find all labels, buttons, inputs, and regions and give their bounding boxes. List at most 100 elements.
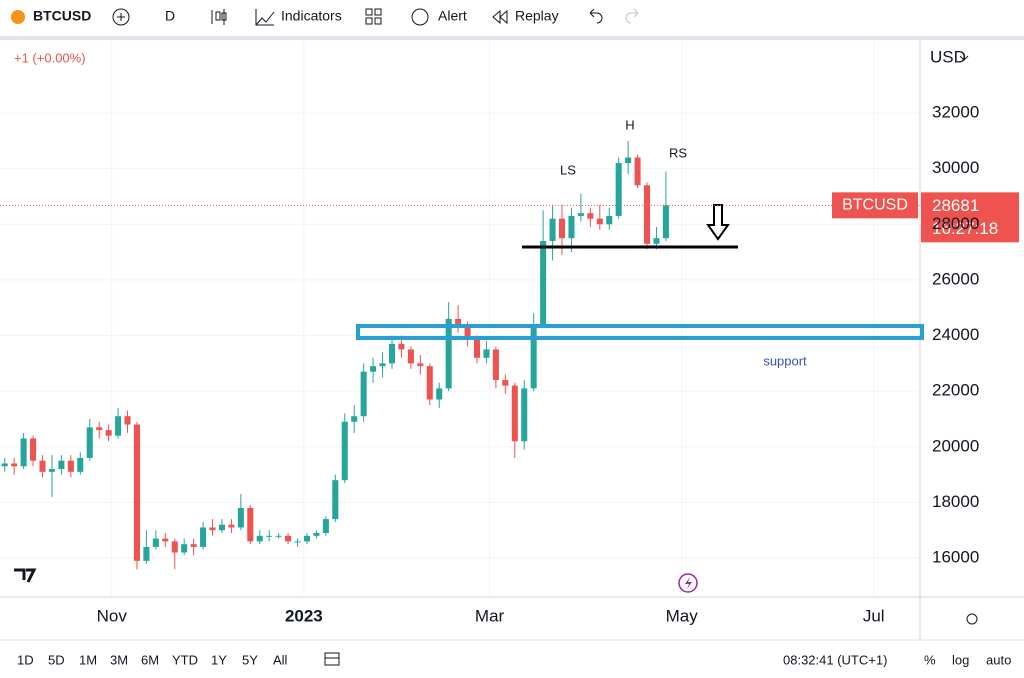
candle-body	[209, 527, 216, 531]
range-button[interactable]: 6M	[141, 652, 159, 667]
y-tick-label: 20000	[932, 436, 979, 455]
add-symbol[interactable]	[112, 8, 130, 26]
candle-body	[351, 416, 358, 422]
candle-body	[200, 527, 207, 547]
candle-body	[398, 343, 405, 350]
symbol-button[interactable]: BTCUSD	[33, 8, 91, 24]
countdown: 16:27:18	[932, 219, 998, 238]
range-button[interactable]: 5D	[48, 652, 65, 667]
x-tick-label: Nov	[97, 606, 128, 625]
layouts-button[interactable]	[365, 8, 382, 25]
candle-body	[11, 463, 18, 467]
log-button[interactable]: log	[952, 652, 969, 667]
support-zone	[356, 324, 924, 340]
toolbar	[0, 0, 1024, 36]
indicators-button[interactable]: Indicators	[281, 8, 342, 24]
range-button[interactable]: 3M	[110, 652, 128, 667]
candle-body	[77, 457, 84, 472]
candle-body	[266, 535, 273, 537]
range-button[interactable]: 1Y	[211, 652, 227, 667]
range-button[interactable]: 1M	[79, 652, 97, 667]
alert-button[interactable]: Alert	[438, 8, 467, 24]
candle-body	[105, 430, 112, 436]
candle-body	[417, 363, 424, 367]
candle-body	[190, 544, 197, 547]
tv-logo	[14, 568, 37, 583]
candle-body	[502, 380, 509, 386]
candle-body	[483, 349, 490, 358]
range-button[interactable]: 1D	[17, 652, 34, 667]
candle-body	[303, 535, 311, 542]
redo-button[interactable]	[625, 8, 639, 24]
candle-body	[171, 541, 178, 553]
y-tick-label: 28000	[932, 214, 979, 233]
clock: 08:32:41 (UTC+1)	[783, 652, 887, 667]
footer: 1D 5D 1M 3M 6M YTD 1Y 5Y All	[17, 652, 288, 667]
candle-body	[606, 215, 613, 225]
price-tag: BTCUSD 28681 16:27:18	[0, 192, 1019, 243]
candle-body	[615, 163, 622, 216]
candle-body	[662, 205, 669, 239]
currency-caret	[959, 55, 969, 61]
candle-body	[577, 213, 584, 216]
date-range-button[interactable]	[324, 652, 340, 666]
range-button[interactable]: 5Y	[242, 652, 258, 667]
chart-type-button[interactable]	[211, 9, 227, 25]
candle-body	[511, 385, 518, 442]
y-tick-label: 22000	[932, 381, 979, 400]
candle-body	[143, 546, 150, 561]
add-icon	[117, 13, 125, 21]
coin-icon	[11, 10, 25, 24]
candle-body	[341, 421, 348, 481]
head-label: H	[625, 117, 634, 132]
candle-body	[285, 535, 292, 542]
candle-body	[218, 524, 225, 531]
candle-body	[133, 424, 140, 561]
undo-button[interactable]	[589, 8, 603, 24]
candle-body	[455, 318, 462, 325]
candle-body	[407, 349, 414, 364]
toolbar-border	[0, 36, 1024, 40]
left-shoulder-label: LS	[560, 162, 576, 177]
y-tick-label: 26000	[932, 269, 979, 288]
x-tick-label: 2023	[285, 606, 323, 625]
price-tag-bg	[921, 192, 1019, 243]
candle-body	[445, 318, 452, 389]
candle-body	[256, 535, 263, 542]
candle-body	[115, 416, 122, 436]
candle-body	[322, 519, 329, 534]
candle-body	[653, 238, 660, 244]
y-tick-label: 24000	[932, 325, 979, 344]
candle-body	[39, 460, 46, 472]
settings-button[interactable]	[966, 613, 978, 625]
candle-body	[568, 215, 575, 239]
candle-body	[181, 544, 188, 553]
events-bolt	[685, 577, 692, 589]
support-label: support	[763, 353, 807, 368]
y-tick-label: 18000	[932, 492, 979, 511]
candle-body	[162, 538, 169, 542]
x-tick-label: Mar	[475, 606, 505, 625]
auto-button[interactable]: auto	[986, 652, 1011, 667]
candle-body	[625, 157, 632, 164]
interval-button[interactable]: D	[165, 8, 175, 24]
replay-button[interactable]: Replay	[515, 8, 559, 24]
candle-body	[587, 213, 594, 219]
range-button[interactable]: All	[273, 652, 288, 667]
currency-button[interactable]: USD	[930, 47, 966, 66]
candle-body	[492, 349, 499, 381]
candle-body	[370, 366, 377, 372]
x-tick-label: Jul	[863, 606, 885, 625]
range-button[interactable]: YTD	[172, 652, 198, 667]
candle-body	[332, 480, 339, 520]
change-label: +1 (+0.00%)	[14, 50, 86, 65]
candle-body	[464, 324, 471, 339]
candle-body	[30, 438, 37, 461]
grid	[0, 40, 920, 597]
percent-button[interactable]: %	[924, 652, 936, 667]
candle-body	[96, 427, 103, 431]
down-arrow	[706, 204, 730, 241]
candle-body	[67, 460, 74, 472]
events-icon[interactable]	[678, 573, 698, 593]
symbol-tag: BTCUSD	[842, 197, 908, 214]
